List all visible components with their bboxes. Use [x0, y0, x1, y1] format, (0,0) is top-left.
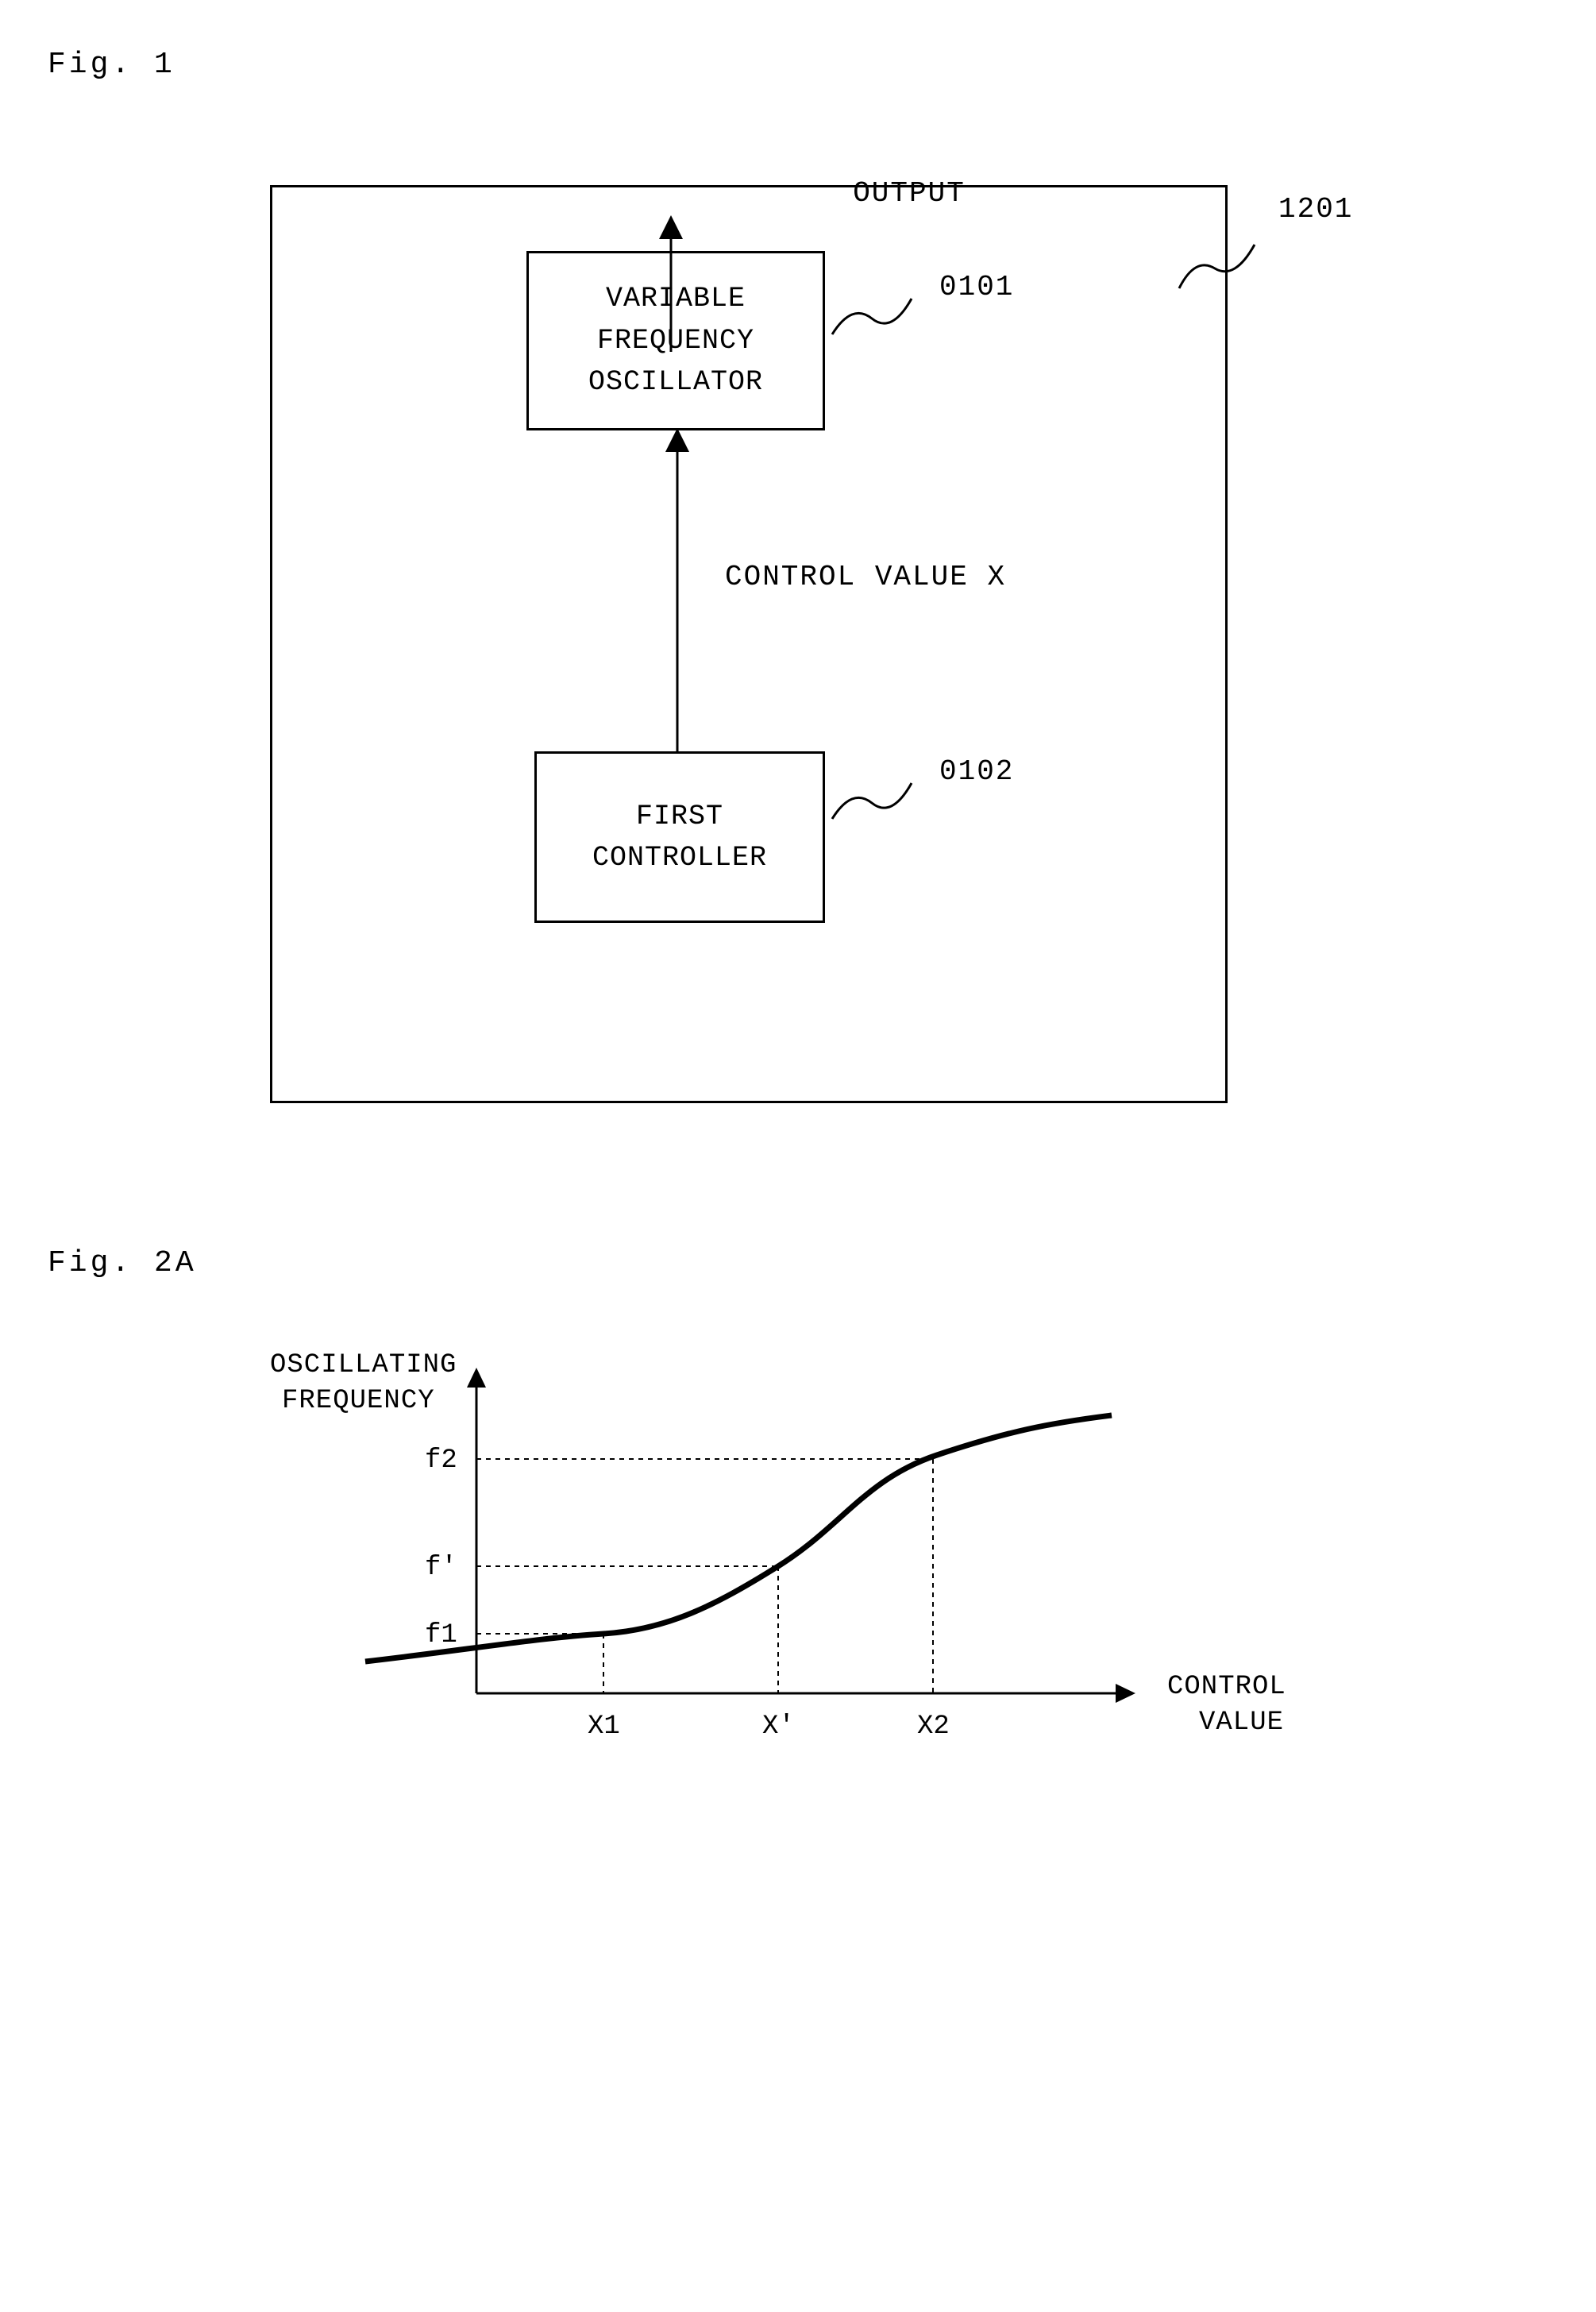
ref-squiggle-0102	[824, 775, 943, 839]
chart-svg: OSCILLATING FREQUENCY CONTROL VALUE f2 f…	[270, 1344, 1421, 1836]
oscillator-block: VARIABLE FREQUENCY OSCILLATOR	[526, 251, 825, 430]
chart-container: OSCILLATING FREQUENCY CONTROL VALUE f2 f…	[270, 1344, 1548, 1840]
ref-0102: 0102	[939, 755, 1014, 788]
y-axis-label-line1: OSCILLATING	[270, 1350, 457, 1380]
control-value-label: CONTROL VALUE X	[725, 561, 1006, 593]
xtick-x1: X1	[588, 1712, 620, 1742]
xtick-x2: X2	[917, 1712, 950, 1742]
x-axis-label-line1: CONTROL	[1167, 1672, 1286, 1702]
fig2-label: Fig. 2A	[48, 1246, 1548, 1280]
ref-squiggle-0101	[824, 291, 943, 354]
ytick-fp: f'	[425, 1553, 457, 1583]
ref-1201: 1201	[1278, 193, 1353, 226]
ref-0101: 0101	[939, 271, 1014, 303]
oscillator-text: VARIABLE FREQUENCY OSCILLATOR	[588, 278, 763, 403]
xtick-xp: X'	[762, 1712, 795, 1742]
controller-text: FIRST CONTROLLER	[592, 796, 767, 879]
fig1-container: OUTPUT 1201 VARIABLE FREQUENCY OSCILLATO…	[270, 185, 1548, 1103]
ytick-f2: f2	[425, 1445, 457, 1476]
figure2-section: Fig. 2A OSCILLATING FREQUENCY CONTROL	[48, 1246, 1548, 1840]
y-axis-label-line2: FREQUENCY	[282, 1386, 435, 1416]
system-box: VARIABLE FREQUENCY OSCILLATOR 0101 CONTR…	[270, 185, 1228, 1103]
figure1-section: Fig. 1 OUTPUT 1201 VARIABLE FREQUENCY OS…	[48, 48, 1548, 1103]
x-axis-label-line2: VALUE	[1199, 1708, 1284, 1738]
controller-block: FIRST CONTROLLER	[534, 751, 825, 923]
ytick-f1: f1	[425, 1620, 457, 1650]
fig1-label: Fig. 1	[48, 48, 1548, 82]
